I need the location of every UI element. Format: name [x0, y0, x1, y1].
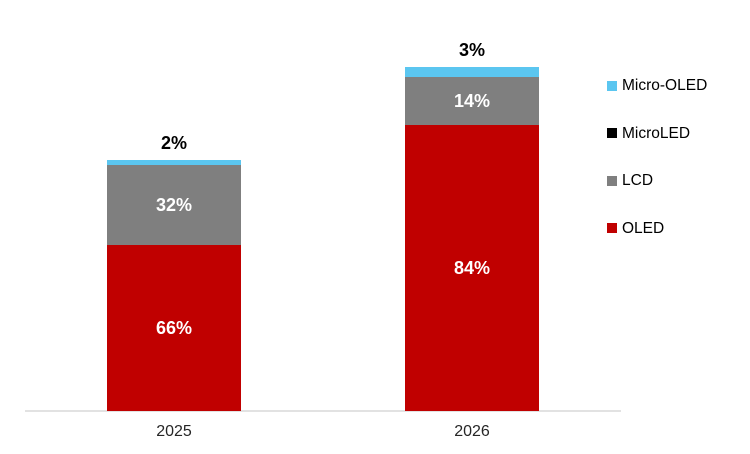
data-label-lcd-2026: 14% [453, 91, 491, 112]
data-label-lcd-2025: 32% [155, 195, 193, 216]
segment-micro-oled-2025 [107, 160, 241, 166]
legend-swatch-micro-oled-icon [607, 80, 617, 91]
legend-swatch-microled-icon [607, 128, 617, 139]
data-label-oled-2025: 66% [155, 318, 193, 339]
legend-item-micro-oled: Micro-OLED [607, 78, 707, 94]
legend-label-micro-oled: Micro-OLED [622, 77, 708, 94]
x-axis-line [25, 410, 621, 412]
legend-item-lcd: LCD [607, 173, 707, 189]
legend-item-microled: MicroLED [607, 124, 707, 142]
legend-swatch-lcd-icon [607, 175, 617, 186]
x-axis-label-2026: 2026 [454, 423, 490, 440]
legend-swatch-oled-icon [607, 223, 617, 234]
legend-item-oled: OLED [607, 219, 707, 237]
x-axis-label-2025: 2025 [156, 423, 192, 440]
segment-oled-2025: 66% [107, 245, 241, 411]
legend: Micro-OLED MicroLED LCD OLED [607, 78, 707, 236]
data-label-oled-2026: 84% [453, 257, 491, 278]
bar-2026: 84% 14% [405, 67, 539, 411]
segment-lcd-2025: 32% [107, 165, 241, 246]
legend-label-microled: MicroLED [622, 124, 691, 142]
bar-2025: 66% 32% [107, 160, 241, 411]
data-label-micro-oled-2026: 3% [458, 40, 485, 60]
legend-label-lcd: LCD [622, 172, 654, 189]
segment-micro-oled-2026 [405, 67, 539, 78]
data-label-micro-oled-2025: 2% [160, 133, 187, 153]
legend-label-oled: OLED [622, 219, 665, 237]
segment-oled-2026: 84% [405, 124, 539, 411]
segment-lcd-2026: 14% [405, 77, 539, 125]
